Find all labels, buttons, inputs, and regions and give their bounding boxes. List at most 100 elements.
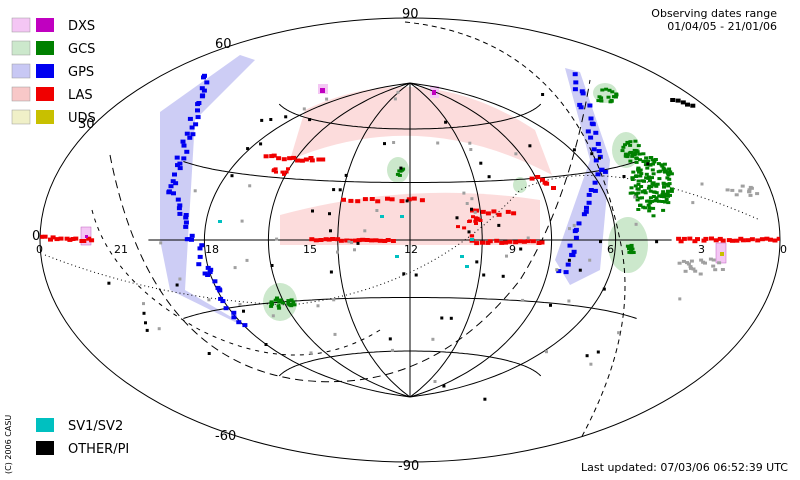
observed-tile [580, 91, 586, 96]
observed-tile [662, 185, 666, 189]
observed-tile [678, 239, 684, 244]
observed-tile [588, 258, 592, 262]
gcs-region-3 [513, 177, 527, 193]
observed-tile [54, 237, 60, 242]
observed-tile [170, 179, 176, 184]
observed-tile [470, 207, 473, 211]
observed-tile [590, 152, 594, 156]
observed-tile [282, 172, 286, 176]
galactic-curves [44, 21, 761, 441]
observed-tile [338, 238, 344, 243]
observed-tile [487, 239, 493, 244]
observed-tile [465, 265, 469, 268]
observed-tile [473, 210, 477, 214]
observed-tile [667, 167, 672, 171]
observed-tile [635, 198, 640, 202]
observed-tile [599, 167, 605, 172]
observed-tile [669, 172, 674, 176]
observed-tile [474, 208, 479, 213]
observed-tile [270, 264, 274, 267]
observed-tile [588, 135, 594, 140]
observed-tile [470, 238, 474, 241]
observed-tile [455, 216, 459, 220]
observed-tile [690, 103, 696, 108]
observed-tile [199, 86, 205, 91]
observed-tile [432, 90, 436, 95]
observed-tile [207, 298, 211, 302]
observed-tile [651, 172, 656, 176]
observed-tile [661, 208, 666, 212]
observed-tile [720, 268, 725, 271]
observed-tile [292, 303, 297, 307]
observed-tile [764, 236, 770, 241]
observed-tile [350, 241, 354, 244]
observed-tile [633, 152, 638, 155]
observed-tile [613, 95, 618, 99]
observed-tile [511, 211, 517, 216]
observed-tile [291, 155, 297, 160]
observed-tile [664, 198, 669, 201]
observed-tile [636, 179, 641, 183]
observed-tile [369, 238, 375, 243]
observed-tile [667, 177, 672, 181]
observed-tile [709, 236, 714, 241]
observed-tile [686, 262, 691, 266]
observed-tile [208, 267, 214, 272]
observed-tile [180, 139, 186, 144]
observed-tile [572, 87, 578, 92]
observed-tile [81, 239, 87, 243]
observed-tile [449, 316, 453, 320]
observed-tile [647, 209, 652, 213]
observed-tile [286, 299, 291, 303]
observed-tile [395, 172, 400, 176]
observed-tile [172, 172, 177, 177]
observed-tile [375, 209, 379, 212]
observed-tile [197, 246, 203, 251]
observed-tile [168, 184, 174, 189]
dec-label-90: 90 [402, 7, 419, 22]
observed-tile [467, 230, 471, 234]
observed-tile [183, 224, 189, 229]
observed-tile [166, 190, 172, 195]
observed-tile [634, 192, 639, 196]
observed-tile [230, 174, 234, 178]
legend-swatch-region [11, 63, 31, 79]
observed-tile [220, 299, 226, 304]
observed-tile [573, 80, 579, 85]
observed-tile [468, 219, 472, 223]
observed-tile [231, 310, 237, 315]
observed-tile [245, 258, 249, 262]
observed-tile [646, 186, 651, 190]
observed-tile [630, 247, 635, 251]
observed-tile [344, 238, 350, 243]
observed-tile [645, 199, 650, 203]
observed-tile [648, 189, 653, 193]
observed-tile [703, 236, 709, 241]
observed-tile [622, 175, 626, 178]
observed-tile [738, 189, 743, 193]
observed-tile [528, 144, 532, 148]
observed-tile [693, 269, 698, 273]
observed-tile [668, 193, 672, 197]
observed-tile [212, 279, 218, 284]
observed-tile [107, 281, 111, 285]
observed-tile [145, 328, 149, 332]
observed-tile [177, 211, 183, 216]
legend-swatch-tile [36, 64, 54, 78]
observed-tile [631, 170, 636, 174]
observed-tile [199, 243, 205, 248]
observed-tile [189, 125, 195, 130]
graticule [39, 17, 781, 463]
observed-tile [199, 94, 205, 99]
las-region-north [290, 86, 552, 175]
observed-tile [699, 258, 704, 262]
dec-label-minus-90: -90 [398, 459, 419, 474]
observed-tile [330, 237, 336, 241]
observed-tile [629, 243, 634, 247]
observed-tile [740, 238, 746, 243]
observed-tile [629, 186, 634, 190]
observed-tile [691, 267, 696, 271]
observed-tile [332, 298, 336, 302]
observed-tile [667, 182, 672, 186]
observed-tile [642, 189, 647, 193]
